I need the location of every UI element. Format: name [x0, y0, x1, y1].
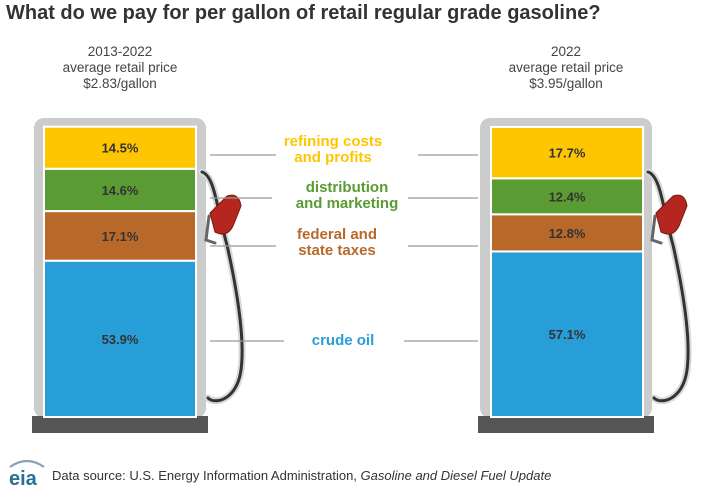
right-pump-caption: 2022 average retail price $3.95/gallon	[466, 44, 666, 92]
footer: eia Data source: U.S. Energy Information…	[0, 456, 720, 495]
chart-title: What do we pay for per gallon of retail …	[6, 2, 601, 24]
left-value-label-distribution-and-marketing: 14.6%	[102, 183, 139, 198]
right-price-description: average retail price	[508, 60, 624, 75]
left-bar-distribution-and-marketing	[43, 167, 197, 213]
category-label-refining-line1: refining costs	[283, 133, 383, 150]
left-price-value: $2.83/gallon	[83, 76, 157, 91]
category-label-refining-line2: and profits	[294, 149, 372, 166]
left-bar-crude-oil	[43, 259, 197, 418]
category-label-refining: refining costs and profits	[258, 134, 408, 166]
category-label-distribution: distribution and marketing	[272, 180, 422, 212]
category-label-distribution-line2: and marketing	[295, 195, 399, 212]
category-label-distribution-line1: distribution	[305, 179, 389, 196]
svg-text:eia: eia	[9, 468, 38, 490]
data-source-prefix: Data source: U.S. Energy Information Adm…	[52, 468, 361, 483]
right-value-label-distribution-and-marketing: 12.4%	[549, 189, 586, 204]
right-nozzle-handle	[655, 194, 688, 235]
category-label-crude-line1: crude oil	[311, 332, 375, 349]
eia-logo: eia	[9, 459, 45, 490]
right-bar-refining-costs-and-profits	[490, 126, 644, 180]
left-bar-refining-costs-and-profits	[43, 125, 197, 170]
left-value-label-federal-and-state-taxes: 17.1%	[102, 229, 139, 244]
left-price-description: average retail price	[62, 60, 178, 75]
right-value-label-crude-oil: 57.1%	[549, 327, 586, 342]
right-value-label-refining-costs-and-profits: 17.7%	[549, 146, 586, 161]
right-bar-crude-oil	[490, 250, 644, 418]
right-nozzle-spout	[650, 214, 663, 245]
left-period-label: 2013-2022	[87, 44, 153, 59]
right-pump-base	[478, 416, 654, 433]
category-label-crude: crude oil	[268, 333, 418, 349]
right-pump-nozzle	[644, 168, 692, 405]
right-value-label-federal-and-state-taxes: 12.8%	[549, 226, 586, 241]
category-label-taxes-line1: federal and	[296, 226, 378, 243]
category-label-taxes: federal and state taxes	[262, 227, 412, 259]
left-value-label-refining-costs-and-profits: 14.5%	[102, 141, 139, 156]
left-pump-base	[32, 416, 208, 433]
left-nozzle-spout	[204, 214, 217, 245]
left-pump: 53.9% 17.1% 14.6% 14.5%	[32, 118, 246, 433]
left-value-label-crude-oil: 53.9%	[102, 332, 139, 347]
right-price-value: $3.95/gallon	[529, 76, 603, 91]
category-label-taxes-line2: state taxes	[298, 242, 376, 259]
right-hose	[646, 170, 690, 403]
data-source-title: Gasoline and Diesel Fuel Update	[360, 468, 552, 483]
left-hose	[200, 170, 244, 403]
right-bar-distribution-and-marketing	[490, 177, 644, 216]
left-nozzle-handle	[209, 194, 242, 235]
left-pump-nozzle	[198, 168, 246, 405]
left-pump-caption: 2013-2022 average retail price $2.83/gal…	[20, 44, 220, 92]
right-period-label: 2022	[550, 44, 582, 59]
data-source-text: Data source: U.S. Energy Information Adm…	[52, 468, 551, 483]
right-pump: 57.1% 12.8% 12.4% 17.7%	[478, 118, 692, 433]
